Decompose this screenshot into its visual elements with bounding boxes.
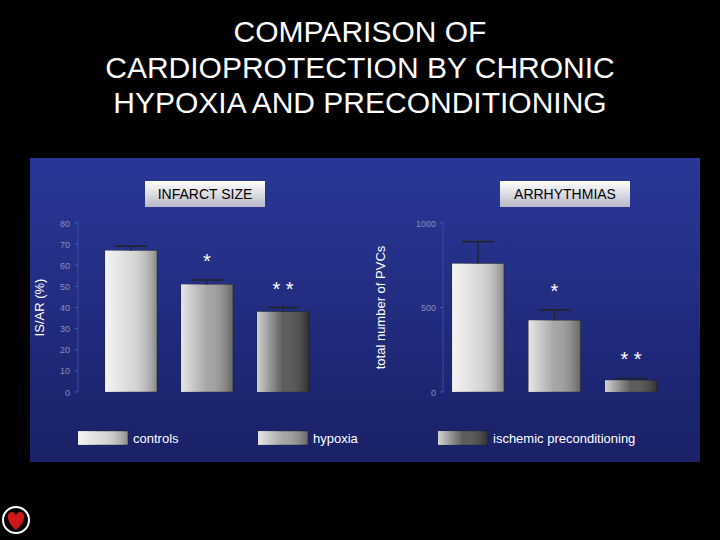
bar-shade <box>181 284 233 392</box>
bar-shade <box>605 380 657 392</box>
title-line: HYPOXIA AND PRECONDITIONING <box>113 86 606 119</box>
chart-title: INFARCT SIZE <box>158 186 253 202</box>
background <box>0 0 720 540</box>
slide: COMPARISON OFCARDIOPROTECTION BY CHRONIC… <box>0 0 720 540</box>
y-tick <box>440 392 443 393</box>
y-tick-label: 50 <box>60 282 70 292</box>
chart-panel <box>30 158 700 462</box>
error-cap <box>267 307 299 309</box>
error-bar <box>554 310 555 320</box>
significance-marker: * * <box>272 278 293 300</box>
error-cap <box>615 378 647 380</box>
y-tick <box>75 349 78 350</box>
slide-title: COMPARISON OFCARDIOPROTECTION BY CHRONIC… <box>105 15 615 119</box>
y-tick-label: 10 <box>60 366 70 376</box>
legend-swatch <box>258 431 308 445</box>
chart: INFARCT SIZE IS/AR (%) 0 10 20 30 40 50 60 70 80 * *… <box>32 181 309 398</box>
bar-shade <box>452 264 504 392</box>
y-tick-label: 70 <box>60 240 70 250</box>
y-axis-label: IS/AR (%) <box>32 279 47 337</box>
legend-swatch <box>78 431 128 445</box>
y-tick <box>75 370 78 371</box>
y-tick-label: 500 <box>421 303 436 313</box>
y-tick <box>75 265 78 266</box>
title-line: COMPARISON OF <box>234 15 487 48</box>
y-tick <box>75 328 78 329</box>
error-cap <box>462 241 494 243</box>
bars <box>452 242 657 392</box>
y-axis-label: total number of PVCs <box>373 245 388 369</box>
legend-label: controls <box>133 431 179 446</box>
error-cap <box>539 309 571 311</box>
logo-ring <box>3 507 29 533</box>
bar <box>257 312 309 392</box>
chart-title: ARRHYTHMIAS <box>514 186 616 202</box>
significance-marker: * <box>203 250 211 272</box>
y-tick-label: 1000 <box>416 219 436 229</box>
chart-title-box <box>500 181 630 207</box>
bar <box>605 380 657 392</box>
error-bar <box>477 242 478 264</box>
y-tick <box>75 286 78 287</box>
error-cap <box>191 279 223 281</box>
chart: ARRHYTHMIAS total number of PVCs 0 500 1000 *… <box>373 181 657 398</box>
bar <box>181 284 233 392</box>
y-tick <box>440 307 443 308</box>
y-tick-label: 30 <box>60 324 70 334</box>
bar-shade <box>529 320 581 392</box>
y-tick <box>75 244 78 245</box>
logo-heart <box>8 512 24 530</box>
bar <box>105 250 157 392</box>
bar <box>452 264 504 392</box>
legend-swatch-shade <box>78 431 128 445</box>
legend-label: ischemic preconditioning <box>493 431 635 446</box>
legend-swatch <box>438 431 488 445</box>
y-tick <box>75 392 78 393</box>
significance-marker: * <box>551 280 559 302</box>
y-tick-label: 40 <box>60 303 70 313</box>
legend-swatch-shade <box>438 431 488 445</box>
y-tick <box>75 223 78 224</box>
y-tick-label: 80 <box>60 219 70 229</box>
bars <box>105 246 309 392</box>
bar-shade <box>257 312 309 392</box>
title-line: CARDIOPROTECTION BY CHRONIC <box>105 51 615 84</box>
significance-marker: * * <box>620 348 641 370</box>
error-cap <box>115 245 147 247</box>
bar-shade <box>105 250 157 392</box>
legend: controls hypoxia ischemic preconditioning <box>78 431 635 446</box>
chart-title-box <box>145 181 265 207</box>
logo <box>3 507 29 533</box>
legend-label: hypoxia <box>313 431 359 446</box>
y-tick-label: 60 <box>60 261 70 271</box>
y-tick-label: 0 <box>431 388 436 398</box>
legend-swatch-shade <box>258 431 308 445</box>
y-tick <box>440 223 443 224</box>
y-tick <box>75 307 78 308</box>
bar <box>529 320 581 392</box>
y-tick-label: 20 <box>60 345 70 355</box>
y-tick-label: 0 <box>65 388 70 398</box>
